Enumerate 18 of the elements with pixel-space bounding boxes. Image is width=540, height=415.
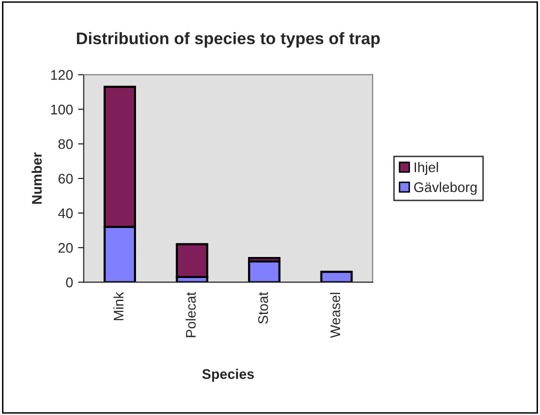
legend-label: Gävleborg <box>414 182 477 195</box>
y-tick-label: 120 <box>51 70 73 80</box>
y-tick-label: 40 <box>58 208 73 218</box>
y-tick-label: 100 <box>51 104 73 114</box>
y-tick-label: 20 <box>58 242 73 253</box>
bar <box>320 270 353 282</box>
legend-label: Ihjel <box>414 162 438 175</box>
x-tick-label: Mink <box>113 292 124 320</box>
y-axis-title: Number <box>32 152 42 204</box>
y-tick-label: 0 <box>66 278 73 288</box>
y-tick-label: 80 <box>58 139 73 150</box>
x-tick-label: Stoat <box>258 292 268 324</box>
x-tick-label: Weasel <box>330 292 340 338</box>
x-tick-label: Polecat <box>186 292 196 338</box>
x-axis-title: Species <box>202 368 254 382</box>
chart-title: Distribution of species to types of trap <box>76 32 380 48</box>
bar <box>176 243 208 278</box>
y-tick-label: 60 <box>58 174 73 184</box>
